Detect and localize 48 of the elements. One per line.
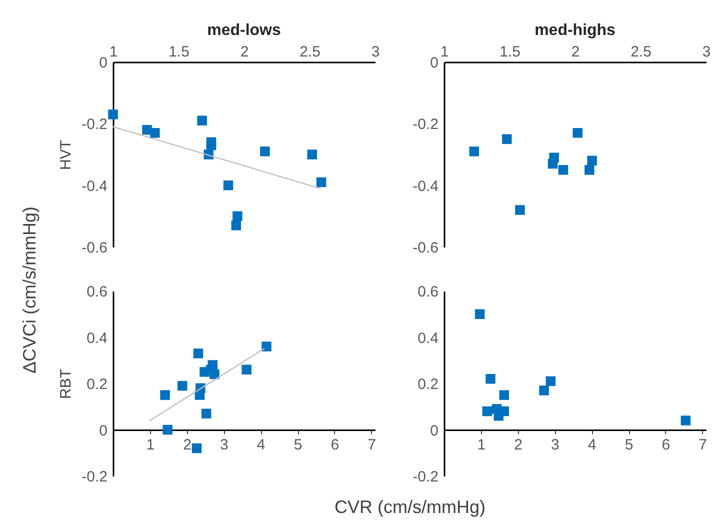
x-tick-label: 4 [256,436,266,454]
x-tick-label: 1 [109,44,118,60]
text: ΔCVCi (cm/s/mmHg) [20,206,40,374]
y-tick-label: -0.2 [82,468,108,486]
x-tick-label: 4 [588,436,596,454]
x-tick-label: 3 [702,44,711,60]
y-tick-label: -0.6 [412,240,438,256]
y-tick-label: -0.6 [82,240,108,256]
x-tick-label: 1 [146,436,155,454]
y-tick-label: -0.4 [82,178,108,195]
x-tick-label: 2 [571,44,580,60]
y-tick-label: 0.6 [86,284,108,300]
x-tick-label: 2.5 [630,44,652,60]
y-tick-label: 0.4 [86,330,108,347]
x-tick-label: 1 [477,436,486,454]
y-tick-label: 0.2 [86,376,108,393]
chart-title: med-highs [534,22,616,39]
x-tick-label: 3 [371,44,380,60]
x-tick-label: 2 [183,436,192,454]
x-tick-label: 1 [440,44,449,60]
y-tick-label: -0.2 [412,116,438,134]
y-tick-label: 0 [99,422,108,440]
chart-title: med-lows [207,22,281,39]
y-tick-label: 0 [99,54,108,72]
x-tick-label: 7 [698,436,707,454]
x-tick-label: 6 [662,436,670,454]
x-tick-label: 1.5 [500,44,520,60]
x-tick-label: 2 [240,44,249,60]
y-tick-label: -0.2 [412,468,438,486]
y-tick-label: 0.6 [418,284,438,300]
y-tick-label: 0.2 [418,376,438,393]
x-tick-label: 2.5 [300,44,320,60]
y-tick-label: 0 [430,422,438,440]
y-axis-title: RBT [58,369,75,399]
x-tick-label: 3 [551,436,560,454]
x-tick-label: 2 [514,436,522,454]
y-axis-title: HVT [58,140,75,170]
y-tick-label: -0.4 [412,178,438,195]
x-tick-label: 1.5 [168,44,190,60]
y-tick-label: 0.4 [418,330,438,347]
x-tick-label: 5 [624,436,634,454]
x-tick-label: 5 [294,436,302,454]
y-tick-label: 0 [430,54,438,72]
x-tick-label: 7 [368,436,376,454]
y-tick-label: -0.2 [82,116,108,134]
x-tick-label: 6 [330,436,340,454]
x-tick-label: 3 [220,436,228,454]
x-axis-title: CVR (cm/s/mmHg) [334,497,486,518]
